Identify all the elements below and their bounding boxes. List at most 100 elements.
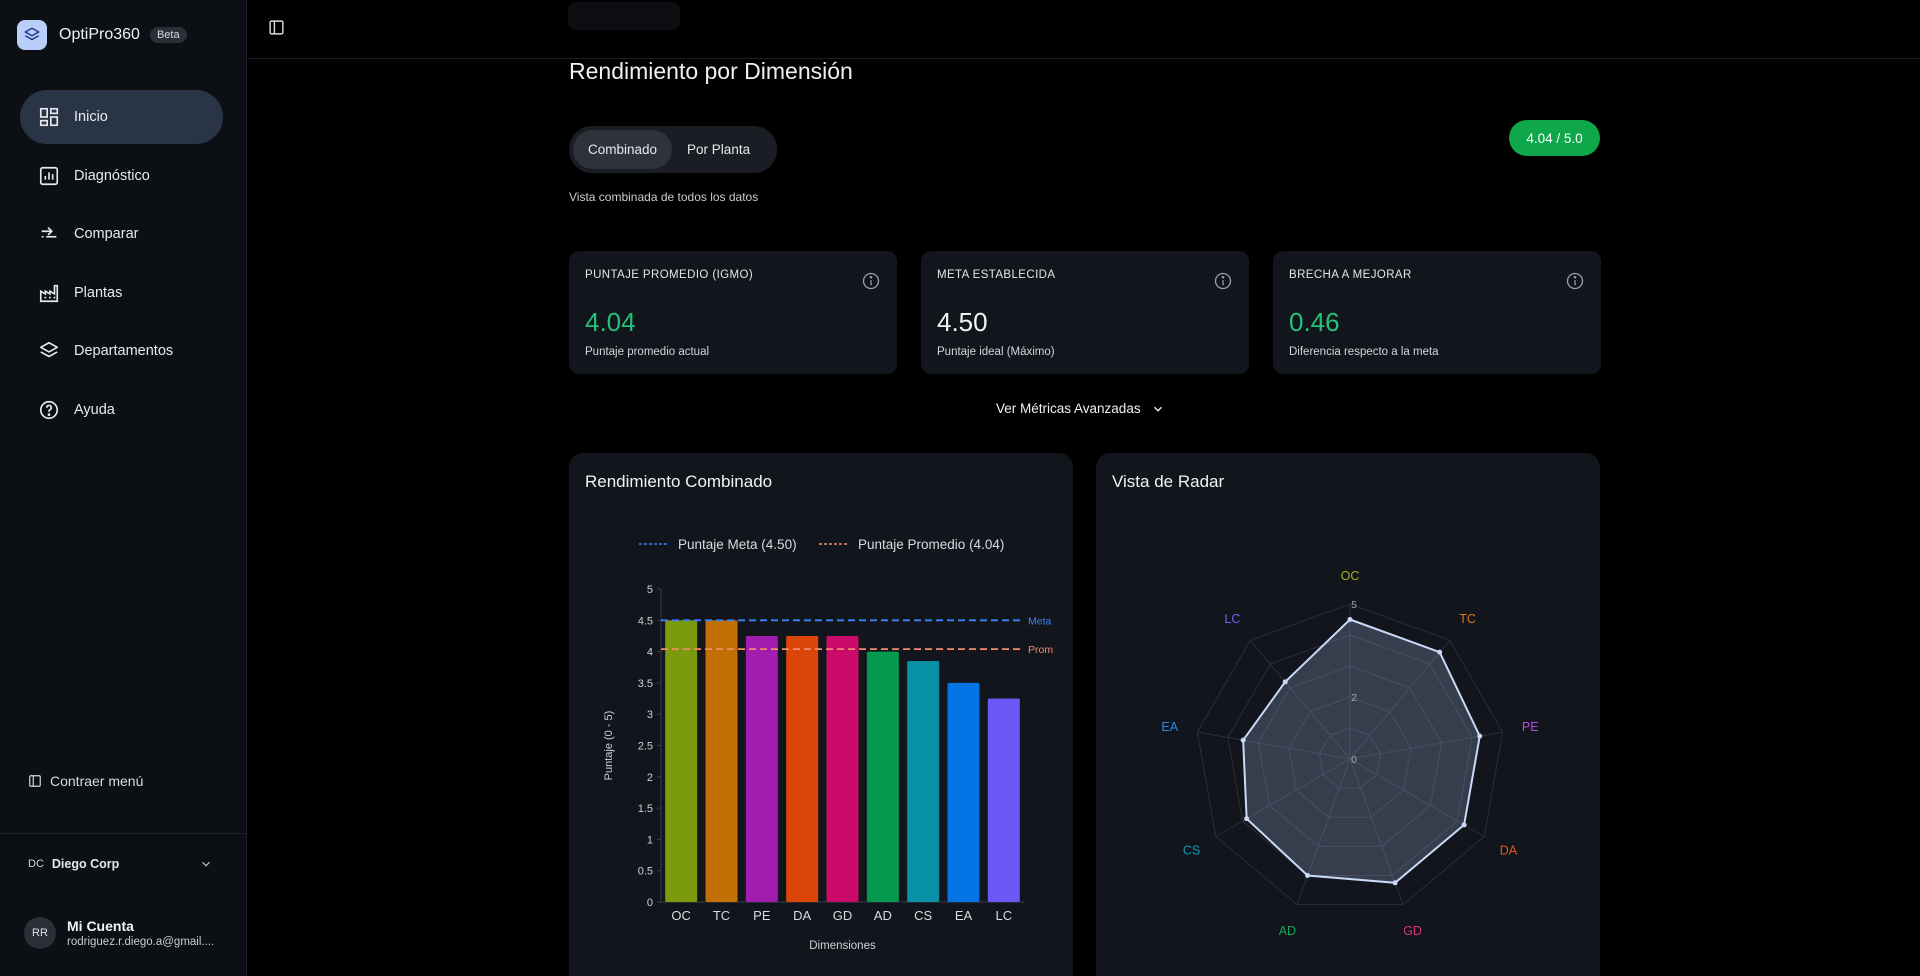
grid-icon: [39, 107, 59, 127]
sidebar-item-label: Comparar: [74, 226, 139, 243]
chevron-down-icon: [202, 861, 210, 867]
info-icon[interactable]: [1213, 271, 1233, 291]
x-tick-label: AD: [874, 908, 892, 923]
y-tick-label: 3: [647, 709, 653, 721]
y-tick-label: 2: [647, 772, 653, 784]
advanced-metrics-toggle[interactable]: Ver Métricas Avanzadas: [996, 401, 1165, 416]
info-icon[interactable]: [861, 271, 881, 291]
toggle-sidebar-button[interactable]: [268, 19, 285, 41]
sidebar-item-inicio[interactable]: Inicio: [20, 90, 223, 144]
y-axis-label: Puntaje (0 - 5): [603, 711, 615, 781]
y-tick-label: 3.5: [638, 678, 653, 690]
radar-axis-label: CS: [1183, 844, 1200, 858]
beta-badge: Beta: [149, 27, 187, 43]
radar-grid-ring: [1227, 634, 1473, 877]
radar-spoke: [1215, 758, 1351, 837]
bar-gd: [826, 635, 859, 902]
sidebar-panel-icon: [29, 775, 41, 787]
bar-ad: [866, 651, 899, 902]
radar-spoke: [1349, 731, 1503, 760]
kpi-value: 4.04: [585, 307, 636, 337]
layers-logo-icon: [17, 20, 47, 50]
x-tick-label: CS: [914, 908, 932, 923]
sidebar-item-label: Departamentos: [74, 343, 174, 360]
view-tabs: Combinado Por Planta: [569, 126, 777, 173]
org-name: Diego Corp: [51, 857, 120, 871]
sidebar: OptiPro360 Beta Inicio Diagnóstico Compa…: [0, 0, 247, 976]
radar-point-da: [1461, 822, 1467, 828]
sidebar-item-diagnostico[interactable]: Diagnóstico: [20, 149, 223, 203]
radar-point-ad: [1305, 873, 1311, 879]
kpi-label: PUNTAJE PROMEDIO (IGMO): [585, 269, 754, 281]
brand-name: OptiPro360: [59, 26, 140, 43]
compare-arrows-icon: [41, 227, 57, 238]
sidebar-panel-icon: [269, 20, 284, 35]
radar-spoke: [1349, 639, 1451, 760]
y-tick-label: 0: [647, 897, 653, 909]
advanced-metrics-label: Ver Métricas Avanzadas: [996, 401, 1141, 416]
info-icon[interactable]: [1565, 271, 1585, 291]
radar-point-cs: [1244, 816, 1250, 822]
sidebar-item-ayuda[interactable]: Ayuda: [20, 383, 223, 437]
radar-axis-label: AD: [1279, 924, 1296, 938]
radar-chart: 0 2 5 OC TC PE DA GD AD CS EA LC: [1161, 569, 1539, 938]
kpi-label: META ESTABLECIDA: [937, 269, 1056, 281]
account-menu[interactable]: RR Mi Cuenta rodriguez.r.diego.a@gmail..…: [24, 917, 214, 949]
kpi-card-gap: BRECHA A MEJORAR 0.46 Diferencia respect…: [1273, 251, 1601, 374]
radar-grid-ring: [1196, 603, 1504, 906]
sidebar-item-comparar[interactable]: Comparar: [20, 207, 223, 261]
radar-axis-label: EA: [1161, 720, 1178, 734]
x-tick-label: EA: [955, 908, 973, 923]
radar-grid-ring: [1257, 665, 1443, 847]
x-tick-label: PE: [753, 908, 771, 923]
kpi-value: 0.46: [1289, 307, 1340, 337]
sidebar-divider: [0, 833, 247, 834]
org-initials: DC: [28, 858, 44, 870]
radar-point-oc: [1347, 617, 1353, 622]
x-tick-label: TC: [713, 908, 730, 923]
radar-series-area: [1242, 618, 1481, 884]
factory-icon: [39, 284, 59, 302]
y-tick-label: 1: [647, 834, 653, 846]
y-tick-label: 2.5: [638, 741, 653, 753]
kpi-description: Puntaje ideal (Máximo): [937, 346, 1055, 358]
x-tick-label: OC: [671, 908, 691, 923]
bar-da: [786, 635, 819, 902]
x-tick-label: GD: [833, 908, 853, 923]
radar-axis-label: GD: [1403, 924, 1422, 938]
radar-axis-label: LC: [1224, 612, 1240, 626]
sidebar-item-plantas[interactable]: Plantas: [20, 266, 223, 320]
radar-axis-label: PE: [1522, 720, 1539, 734]
y-tick-label: 4.5: [638, 615, 653, 627]
topbar: [248, 0, 1920, 59]
sidebar-item-label: Plantas: [74, 284, 123, 301]
org-switcher[interactable]: DC Diego Corp: [28, 857, 213, 871]
radar-tick-label: 5: [1351, 599, 1357, 611]
view-description: Vista combinada de todos los datos: [569, 190, 759, 204]
kpi-card-average: PUNTAJE PROMEDIO (IGMO) 4.04 Puntaje pro…: [569, 251, 897, 374]
radar-spoke: [1249, 639, 1351, 760]
radar-tick-label: 0: [1351, 754, 1357, 766]
tab-combinado[interactable]: Combinado: [573, 130, 673, 169]
brand[interactable]: OptiPro360 Beta: [17, 20, 187, 50]
radar-axis-label: TC: [1459, 612, 1476, 626]
score-badge: 4.04 / 5.0: [1509, 120, 1600, 156]
panel-title: Vista de Radar: [1112, 472, 1225, 491]
account-email: rodriguez.r.diego.a@gmail....: [67, 936, 215, 948]
y-tick-label: 4: [647, 647, 653, 659]
sidebar-item-label: Inicio: [74, 109, 108, 125]
bar-tc: [705, 620, 738, 902]
radar-spoke: [1197, 731, 1351, 760]
tab-por-planta[interactable]: Por Planta: [687, 142, 751, 157]
radar-point-ea: [1240, 737, 1246, 743]
kpi-card-target: META ESTABLECIDA 4.50 Puntaje ideal (Máx…: [921, 251, 1249, 374]
bar-cs: [907, 660, 940, 902]
kpi-description: Diferencia respecto a la meta: [1289, 346, 1439, 358]
collapse-menu-button[interactable]: Contraer menú: [28, 773, 143, 789]
radar-point-tc: [1437, 649, 1443, 655]
reference-label: Prom: [1028, 644, 1053, 656]
sidebar-item-departamentos[interactable]: Departamentos: [20, 324, 223, 378]
sidebar-item-label: Ayuda: [74, 401, 115, 418]
kpi-value: 4.50: [937, 307, 988, 337]
kpi-description: Puntaje promedio actual: [585, 346, 710, 358]
